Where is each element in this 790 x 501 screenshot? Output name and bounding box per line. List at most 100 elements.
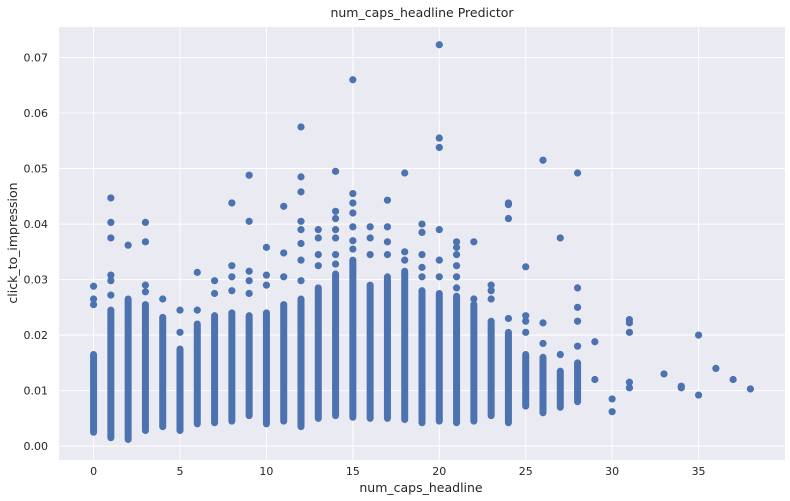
data-point xyxy=(107,277,115,285)
data-point xyxy=(89,300,98,309)
data-point xyxy=(210,289,219,298)
x-tick-label: 5 xyxy=(177,465,184,478)
data-point xyxy=(141,288,150,296)
point-cluster xyxy=(418,287,426,427)
data-point xyxy=(262,271,271,279)
data-point xyxy=(539,319,547,327)
point-cluster xyxy=(90,351,98,436)
data-point xyxy=(504,214,513,223)
data-point xyxy=(452,243,461,251)
data-point xyxy=(193,306,201,314)
data-point xyxy=(89,295,98,303)
data-point xyxy=(349,223,357,231)
data-point xyxy=(712,364,720,373)
data-point xyxy=(383,223,392,231)
point-cluster xyxy=(159,313,167,431)
point-cluster xyxy=(522,351,530,410)
y-tick-label: 0.01 xyxy=(24,385,49,398)
data-point xyxy=(349,189,357,198)
data-point xyxy=(245,171,253,179)
data-point xyxy=(297,256,305,264)
data-point xyxy=(435,41,443,49)
y-tick-label: 0.07 xyxy=(24,52,49,65)
data-point xyxy=(262,243,271,251)
point-cluster xyxy=(504,328,512,427)
data-point xyxy=(522,263,530,271)
data-point xyxy=(401,169,409,177)
data-point xyxy=(435,256,443,264)
data-point xyxy=(418,228,426,236)
data-point xyxy=(228,262,236,270)
data-point xyxy=(331,226,340,234)
data-point xyxy=(470,295,478,303)
data-point xyxy=(141,218,150,227)
data-point xyxy=(487,295,495,303)
point-cluster xyxy=(176,345,184,435)
point-cluster xyxy=(262,309,270,428)
data-point xyxy=(435,226,443,234)
data-point xyxy=(694,391,703,399)
data-point xyxy=(660,370,668,378)
data-point xyxy=(418,220,426,228)
point-cluster xyxy=(107,306,115,442)
point-cluster xyxy=(211,312,219,427)
data-point xyxy=(314,251,322,259)
point-cluster xyxy=(228,309,236,425)
data-point xyxy=(210,277,219,285)
data-point xyxy=(625,328,634,336)
data-point xyxy=(452,251,461,259)
data-point xyxy=(331,251,340,259)
data-point xyxy=(366,223,374,231)
point-cluster xyxy=(297,295,305,431)
data-point xyxy=(729,375,737,384)
data-point xyxy=(228,273,236,281)
point-cluster xyxy=(366,281,374,422)
point-cluster xyxy=(349,256,357,421)
x-axis-label: num_caps_headline xyxy=(359,480,483,495)
data-point xyxy=(608,395,616,403)
point-cluster xyxy=(401,267,409,423)
data-point xyxy=(591,375,599,384)
data-point xyxy=(297,277,305,285)
data-point xyxy=(331,207,340,215)
data-point xyxy=(573,342,582,350)
data-point xyxy=(746,385,755,393)
x-tick-label: 35 xyxy=(692,465,706,478)
data-point xyxy=(245,277,253,285)
point-cluster xyxy=(574,359,582,406)
point-cluster xyxy=(487,317,495,420)
y-tick-label: 0.00 xyxy=(24,440,49,453)
data-point xyxy=(383,251,392,259)
point-cluster xyxy=(314,284,322,422)
data-point xyxy=(452,238,461,246)
data-point xyxy=(331,234,340,242)
data-point xyxy=(625,378,634,386)
data-point xyxy=(314,262,322,270)
data-point xyxy=(401,256,409,264)
data-point xyxy=(418,273,426,281)
data-point xyxy=(435,134,443,142)
data-point xyxy=(107,234,115,242)
data-point xyxy=(470,238,478,246)
point-cluster xyxy=(193,320,201,428)
x-tick-label: 20 xyxy=(432,465,446,478)
data-point xyxy=(556,234,564,242)
y-tick-label: 0.05 xyxy=(24,163,49,176)
point-cluster xyxy=(435,289,443,425)
x-tick-label: 25 xyxy=(519,465,533,478)
point-cluster xyxy=(453,292,461,427)
data-point xyxy=(245,217,253,225)
data-point xyxy=(349,76,357,84)
data-point xyxy=(228,287,236,295)
data-point xyxy=(504,199,513,207)
data-point xyxy=(89,282,98,290)
data-point xyxy=(677,382,685,390)
data-point xyxy=(228,199,236,207)
data-point xyxy=(297,123,305,131)
point-cluster xyxy=(332,270,340,420)
data-point xyxy=(435,273,443,281)
x-tick-label: 0 xyxy=(90,465,97,478)
data-point xyxy=(107,218,115,227)
data-point xyxy=(107,291,115,299)
